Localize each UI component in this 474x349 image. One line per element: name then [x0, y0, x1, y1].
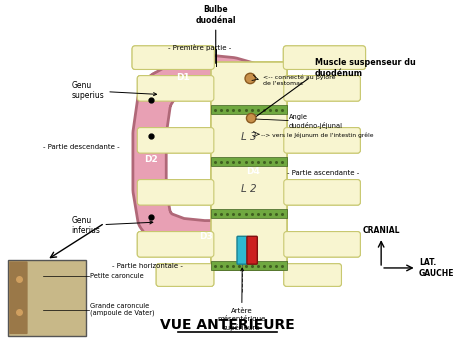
Bar — [211, 105, 287, 114]
Text: Genu
inferius: Genu inferius — [72, 216, 153, 235]
FancyBboxPatch shape — [137, 76, 214, 101]
Text: <-- connecté au pylore
de l'estomac: <-- connecté au pylore de l'estomac — [263, 75, 336, 86]
Text: Muscle suspenseur du
duodénum: Muscle suspenseur du duodénum — [315, 58, 416, 78]
FancyBboxPatch shape — [137, 128, 214, 153]
Text: D2: D2 — [144, 155, 158, 164]
Bar — [211, 261, 287, 270]
FancyBboxPatch shape — [284, 232, 360, 257]
Bar — [211, 209, 287, 218]
FancyBboxPatch shape — [284, 232, 360, 257]
Ellipse shape — [246, 113, 256, 123]
FancyBboxPatch shape — [137, 232, 214, 257]
Text: D4: D4 — [246, 166, 261, 176]
Text: L 3: L 3 — [241, 132, 256, 142]
FancyBboxPatch shape — [132, 46, 214, 69]
FancyBboxPatch shape — [284, 264, 341, 287]
FancyBboxPatch shape — [137, 232, 214, 257]
Text: CRANIAL: CRANIAL — [363, 226, 400, 235]
Text: Genu
superius: Genu superius — [72, 81, 156, 101]
FancyBboxPatch shape — [284, 128, 360, 153]
FancyBboxPatch shape — [137, 180, 214, 205]
Text: L 1: L 1 — [241, 236, 256, 246]
FancyBboxPatch shape — [247, 236, 257, 264]
Ellipse shape — [245, 73, 255, 84]
FancyBboxPatch shape — [156, 264, 214, 287]
FancyBboxPatch shape — [237, 236, 247, 264]
Bar — [211, 105, 287, 114]
Text: L 1: L 1 — [241, 236, 256, 246]
FancyBboxPatch shape — [137, 76, 214, 101]
Text: --> vers le Jéjunum de l'intestin grêle: --> vers le Jéjunum de l'intestin grêle — [261, 133, 373, 138]
Text: D3: D3 — [200, 232, 213, 241]
Text: - Première partie -: - Première partie - — [168, 44, 231, 51]
Bar — [211, 261, 287, 270]
FancyBboxPatch shape — [284, 180, 360, 205]
FancyBboxPatch shape — [9, 261, 27, 334]
Text: L 2: L 2 — [241, 184, 256, 194]
Text: LAT.
GAUCHE: LAT. GAUCHE — [419, 258, 455, 278]
Text: - Partie descendante -: - Partie descendante - — [43, 144, 120, 150]
FancyBboxPatch shape — [156, 264, 214, 287]
Bar — [211, 157, 287, 166]
FancyBboxPatch shape — [137, 128, 214, 153]
Text: - Partie horizontale -: - Partie horizontale - — [112, 262, 182, 269]
Text: L 3: L 3 — [241, 132, 256, 142]
FancyBboxPatch shape — [284, 128, 360, 153]
Text: Angle
duodéno-jéjunal: Angle duodéno-jéjunal — [289, 114, 343, 128]
FancyBboxPatch shape — [137, 180, 214, 205]
Bar — [211, 62, 287, 270]
Text: L 2: L 2 — [241, 184, 256, 194]
FancyBboxPatch shape — [283, 46, 365, 69]
Text: Petite caroncule: Petite caroncule — [90, 274, 143, 280]
Bar — [211, 62, 287, 270]
Bar — [211, 157, 287, 166]
FancyBboxPatch shape — [283, 46, 365, 69]
FancyBboxPatch shape — [284, 180, 360, 205]
FancyBboxPatch shape — [284, 76, 360, 101]
FancyBboxPatch shape — [284, 264, 341, 287]
Bar — [211, 209, 287, 218]
Text: - Partie ascendante -: - Partie ascendante - — [287, 170, 359, 177]
Text: Grande caroncule
(ampoule de Vater): Grande caroncule (ampoule de Vater) — [90, 303, 154, 316]
Text: VUE ANTERIEURE: VUE ANTERIEURE — [160, 318, 295, 332]
FancyBboxPatch shape — [132, 46, 214, 69]
Text: Bulbe
duodénal: Bulbe duodénal — [195, 5, 236, 64]
FancyBboxPatch shape — [284, 76, 360, 101]
Text: Artère
mésentérique
supérieure: Artère mésentérique supérieure — [218, 268, 266, 331]
Text: D1: D1 — [176, 73, 190, 82]
Bar — [8, 260, 86, 335]
